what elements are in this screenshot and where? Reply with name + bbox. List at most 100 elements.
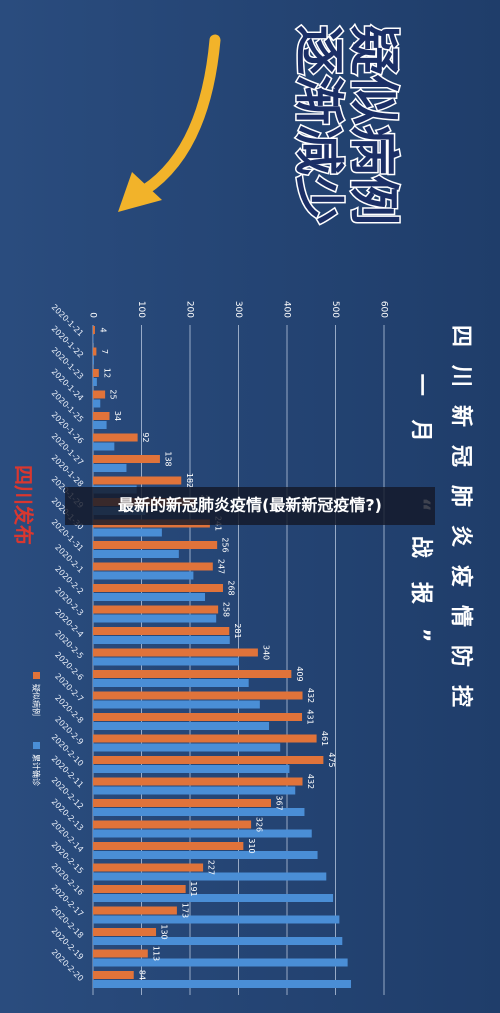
bar [92, 636, 230, 644]
bar [93, 369, 99, 377]
bar [92, 433, 138, 442]
bar [93, 700, 260, 709]
caption: 最新的新冠肺炎疫情(最新新冠疫情?) [118, 496, 382, 515]
bar [93, 829, 312, 838]
legend-swatch [33, 672, 40, 679]
bar [93, 915, 340, 924]
value-label: 432 [306, 774, 315, 789]
value-label: 367 [274, 795, 283, 810]
value-label: 461 [320, 731, 329, 746]
bar [93, 356, 94, 365]
value-label: 281 [233, 623, 242, 638]
value-label: 432 [306, 688, 315, 703]
bar [93, 786, 296, 795]
y-tick-label: 100 [136, 301, 146, 318]
bar [93, 743, 281, 752]
value-label: 12 [102, 368, 111, 378]
bar [92, 421, 107, 429]
value-label: 25 [109, 389, 118, 399]
bar [93, 378, 97, 386]
value-label: 130 [160, 924, 169, 939]
watermark: 四川发布 [12, 465, 36, 545]
bar [93, 980, 352, 988]
value-label: 268 [226, 580, 235, 595]
bar [93, 614, 217, 623]
bar [93, 593, 206, 601]
bar [93, 679, 249, 687]
value-label: 84 [137, 970, 146, 980]
y-tick-label: 400 [282, 301, 292, 318]
bar [93, 550, 179, 558]
bar [93, 777, 303, 786]
bar [93, 562, 213, 571]
value-label: 227 [207, 860, 216, 875]
value-label: 256 [221, 537, 230, 552]
bar [92, 949, 148, 958]
banner-text: 疑似病例 [345, 25, 403, 225]
y-tick-label: 200 [185, 301, 195, 318]
caption-bar [65, 487, 435, 525]
value-label: 431 [306, 709, 315, 724]
bar [92, 442, 115, 451]
y-tick-label: 600 [379, 301, 389, 318]
value-label: 409 [295, 666, 304, 681]
bar [93, 851, 318, 859]
value-label: 247 [216, 559, 225, 574]
bar [92, 412, 110, 420]
value-label: 326 [255, 817, 264, 832]
value-label: 191 [189, 881, 198, 896]
bar [93, 808, 305, 816]
value-label: 310 [247, 838, 256, 853]
bar [92, 928, 157, 936]
value-label: 258 [222, 602, 231, 617]
bar [93, 605, 219, 614]
bar [93, 713, 303, 721]
banner-text: 逐渐减少 [290, 25, 348, 225]
chart-title: 四川新冠肺炎疫情防控 [448, 325, 474, 725]
bar [93, 937, 343, 945]
value-label: 182 [185, 473, 194, 488]
value-label: 340 [261, 645, 270, 660]
value-label: 173 [180, 903, 189, 918]
value-label: 4 [98, 327, 107, 332]
bar [93, 765, 290, 773]
bar [93, 894, 334, 902]
bar [93, 584, 223, 592]
value-label: 34 [113, 411, 122, 421]
bar [92, 528, 162, 537]
legend-swatch [33, 742, 40, 749]
bar [92, 971, 134, 979]
bar [93, 872, 327, 881]
bar [92, 347, 97, 356]
bar [93, 885, 186, 893]
bar [93, 326, 95, 334]
bar [92, 476, 182, 485]
bar [93, 958, 348, 967]
bar [93, 756, 324, 764]
bar [93, 541, 218, 549]
bar [93, 627, 230, 635]
arrow-head [118, 172, 162, 212]
value-label: 475 [327, 752, 336, 767]
bar [92, 657, 239, 666]
legend-label: 累计确诊 [32, 754, 42, 786]
bar [93, 390, 106, 399]
bar [93, 863, 204, 872]
bar [93, 722, 270, 730]
y-tick-label: 300 [233, 301, 243, 318]
y-tick-label: 500 [330, 301, 340, 318]
value-label: 92 [141, 432, 150, 442]
bar [93, 842, 244, 850]
bar [93, 906, 177, 915]
bar [92, 455, 160, 463]
value-label: 113 [151, 946, 160, 961]
bar [93, 734, 317, 743]
legend-label: 疑似病例 [32, 684, 42, 716]
value-label: 138 [163, 451, 172, 466]
bar [93, 691, 303, 700]
y-tick-label: 0 [88, 312, 98, 318]
arrow [139, 34, 221, 196]
bar [92, 399, 101, 408]
bar [93, 670, 292, 678]
